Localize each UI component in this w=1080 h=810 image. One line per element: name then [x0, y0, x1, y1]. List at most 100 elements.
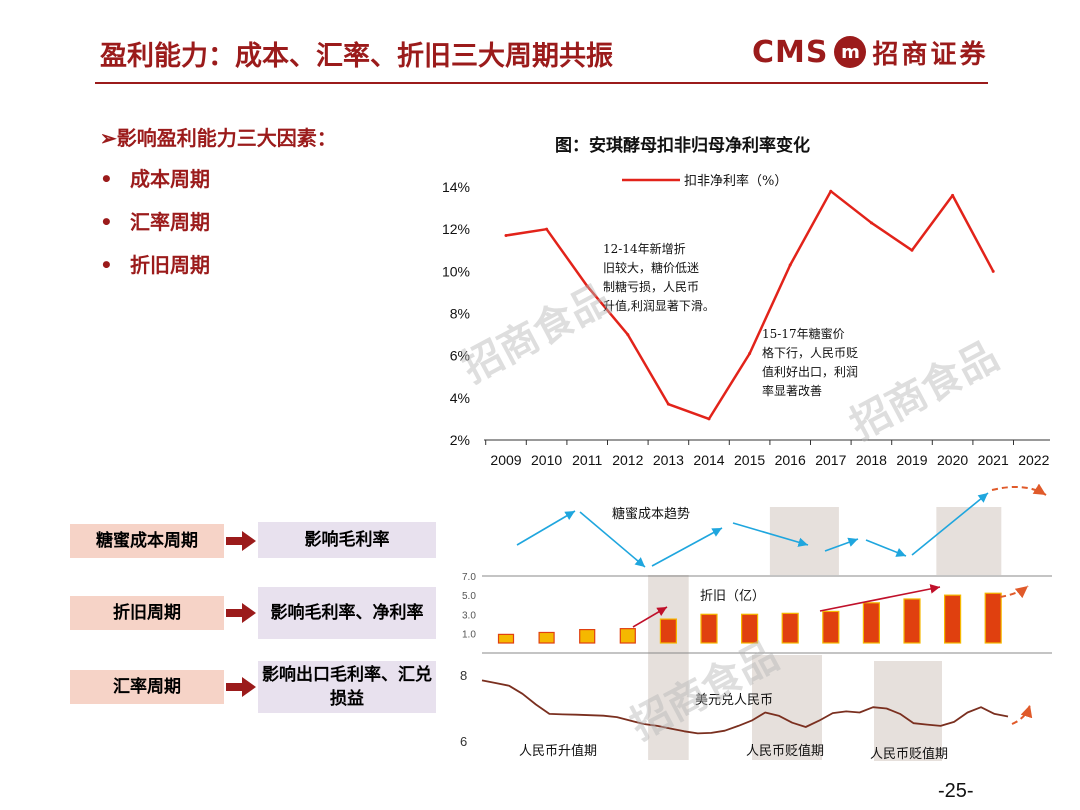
factor-item: • 折旧周期 — [100, 253, 210, 277]
depreciation-bar — [903, 598, 921, 644]
fx-period-label: 人民币贬值期 — [870, 746, 948, 762]
depreciation-bar — [497, 633, 515, 644]
depreciation-bar — [619, 628, 636, 644]
x-tick-label: 2017 — [815, 452, 846, 468]
cost-shaded-period — [936, 507, 1002, 575]
data-point — [626, 333, 630, 337]
dep-y-tick-label: 7.0 — [462, 572, 476, 583]
dep-y-tick-label: 1.0 — [462, 629, 476, 640]
annotation-recovery: 15-17年糖蜜价 格下行，人民币贬 值利好出口，利润 率显著改善 — [762, 326, 862, 398]
depreciation-bar — [700, 613, 718, 644]
chart-title: 图：安琪酵母扣非归母净利率变化 — [555, 136, 810, 156]
data-point — [869, 221, 873, 225]
factor-item: • 汇率周期 — [100, 210, 210, 234]
fx-period-label: 人民币贬值期 — [746, 743, 824, 759]
dep-y-tick-label: 5.0 — [462, 591, 476, 602]
x-tick-label: 2013 — [653, 452, 684, 468]
cycle-label-depreciation: 折旧周期 — [70, 596, 224, 630]
x-tick-label: 2018 — [856, 452, 887, 468]
watermark: 招商食品 — [455, 275, 618, 392]
trend-arrow — [732, 522, 809, 547]
data-point — [788, 263, 792, 267]
logo-latin: CMS — [752, 34, 829, 70]
dep-trend-arrow — [632, 606, 668, 628]
trend-arrow — [911, 492, 989, 556]
y-tick-label: 6% — [450, 348, 470, 364]
fx-period-label: 人民币升值期 — [519, 743, 597, 759]
depreciation-title: 折旧（亿） — [700, 589, 765, 604]
x-tick-label: 2022 — [1018, 452, 1049, 468]
depreciation-bar — [943, 594, 962, 644]
data-point — [748, 352, 752, 356]
cost-shaded-period — [769, 507, 839, 575]
trend-forecast-arrow — [991, 483, 1047, 496]
data-point — [707, 417, 711, 421]
data-point — [991, 269, 995, 273]
annotation-decline: 12-14年新增折 旧较大，糖价低迷 制糖亏损，人民币 升值,利润显著下滑。 — [603, 241, 715, 313]
cycle-effect-depreciation: 影响毛利率、净利率 — [258, 587, 436, 639]
page-number: -25- — [938, 780, 974, 802]
cycle-effect-cost: 影响毛利率 — [258, 522, 436, 558]
depreciation-bar — [740, 613, 759, 644]
bullet-icon: • — [100, 253, 113, 277]
trend-arrow — [824, 537, 859, 552]
y-tick-label: 8% — [450, 306, 470, 322]
logo-chinese: 招商证券 — [872, 39, 989, 70]
trend-arrow — [651, 527, 723, 567]
right-arrow-icon — [226, 603, 256, 623]
depreciation-bar — [862, 602, 881, 644]
depreciation-bar — [579, 628, 596, 644]
x-tick-label: 2014 — [693, 452, 724, 468]
header-divider — [95, 82, 988, 84]
data-point — [504, 233, 508, 237]
cycle-label-fx: 汇率周期 — [70, 670, 224, 704]
dep-forecast-arrow — [999, 585, 1029, 599]
usd-cny-line — [481, 679, 1009, 735]
cycle-label-cost: 糖蜜成本周期 — [70, 524, 224, 558]
depreciation-bar — [984, 592, 1002, 644]
data-point — [910, 248, 914, 252]
cycle-effect-fx: 影响出口毛利率、汇兑损益 — [258, 661, 436, 713]
fx-shaded-period — [874, 661, 942, 761]
trend-arrow — [516, 510, 576, 546]
fx-y-tick-label: 6 — [460, 734, 467, 749]
data-point — [545, 227, 549, 231]
depreciation-bar — [781, 612, 799, 644]
bullet-icon: • — [100, 167, 113, 191]
right-arrow-icon — [226, 677, 256, 697]
data-point — [829, 189, 833, 193]
data-point — [666, 402, 670, 406]
trend-title: 糖蜜成本趋势 — [612, 506, 690, 522]
fx-y-tick-label: 8 — [460, 668, 467, 683]
right-arrow-icon — [226, 531, 256, 551]
factor-item: • 成本周期 — [100, 167, 210, 191]
factors-heading: ➢影响盈利能力三大因素： — [100, 126, 337, 150]
trend-arrow — [865, 539, 907, 557]
x-tick-label: 2010 — [531, 452, 562, 468]
data-point — [585, 284, 589, 288]
y-tick-label: 14% — [442, 179, 470, 195]
y-tick-label: 4% — [450, 390, 470, 406]
x-tick-label: 2015 — [734, 452, 765, 468]
dep-trend-arrow — [819, 584, 941, 612]
x-tick-label: 2012 — [612, 452, 643, 468]
bullet-icon: • — [100, 210, 113, 234]
fx-title: 美元兑人民币 — [695, 693, 773, 708]
depreciation-bar — [538, 631, 555, 644]
depreciation-bar — [659, 618, 678, 644]
dep-y-tick-label: 3.0 — [462, 610, 476, 621]
page-title: 盈利能力：成本、汇率、折旧三大周期共振 — [100, 41, 613, 72]
data-point — [951, 193, 955, 197]
logo-mark-icon: m — [834, 36, 867, 68]
y-tick-label: 10% — [442, 263, 470, 279]
x-tick-label: 2011 — [572, 452, 602, 468]
trend-arrow — [579, 511, 646, 568]
y-tick-label: 12% — [442, 221, 470, 237]
fx-forecast-arrow — [1011, 704, 1033, 725]
depreciation-bar — [822, 610, 840, 644]
x-tick-label: 2020 — [937, 452, 968, 468]
x-tick-label: 2019 — [896, 452, 927, 468]
legend-label: 扣非净利率（%） — [684, 173, 787, 189]
x-tick-label: 2021 — [978, 452, 1009, 468]
x-tick-label: 2009 — [490, 452, 521, 468]
